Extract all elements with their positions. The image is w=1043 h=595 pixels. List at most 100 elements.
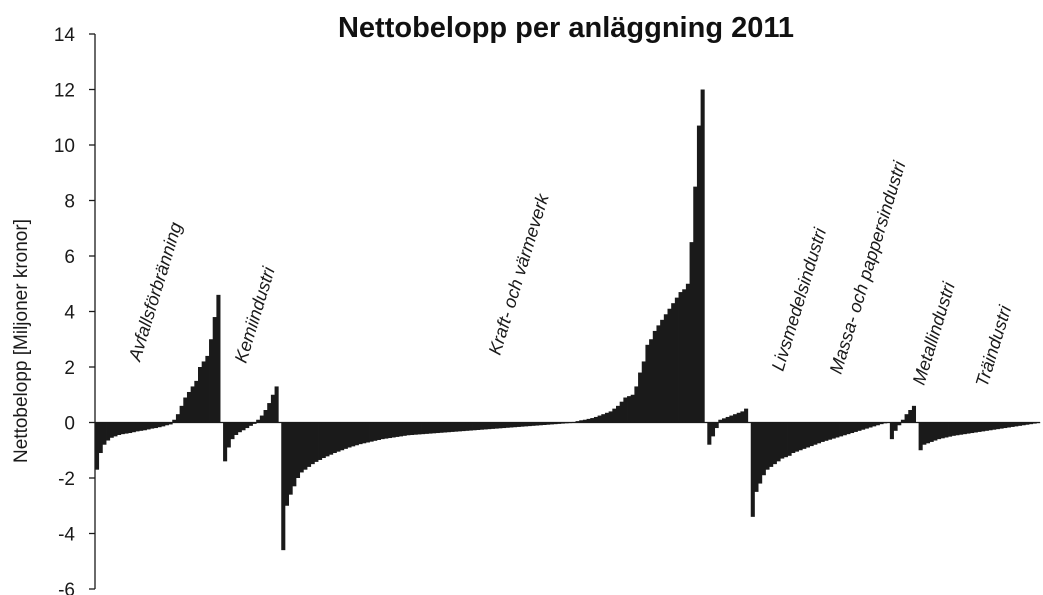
- bar: [472, 422, 477, 431]
- bar: [831, 422, 836, 439]
- group-label: Kemiindustri: [231, 264, 279, 366]
- bar: [175, 414, 181, 423]
- bar: [1028, 422, 1034, 425]
- bar: [263, 410, 268, 423]
- bar: [494, 422, 499, 429]
- bar: [117, 422, 122, 435]
- bar: [1003, 422, 1008, 429]
- bar: [270, 394, 275, 423]
- bar: [685, 283, 690, 423]
- bar: [281, 422, 286, 551]
- bar: [131, 422, 136, 433]
- bar: [373, 422, 378, 441]
- bar: [984, 422, 989, 431]
- bar: [575, 421, 580, 423]
- bar: [970, 422, 975, 434]
- bar: [461, 422, 466, 432]
- bar: [853, 422, 858, 432]
- bar: [201, 361, 206, 423]
- bar: [733, 414, 738, 423]
- bar: [630, 394, 635, 423]
- bar: [652, 330, 657, 423]
- bar: [483, 422, 488, 430]
- bar: [384, 422, 389, 439]
- bar: [183, 397, 188, 423]
- bar: [798, 422, 803, 451]
- bar: [889, 422, 894, 440]
- bar: [172, 419, 177, 423]
- bar: [325, 422, 330, 457]
- bar: [722, 418, 727, 423]
- bar: [794, 422, 799, 452]
- bar: [292, 422, 297, 487]
- bar: [992, 422, 997, 430]
- bar: [660, 319, 665, 423]
- bar: [904, 414, 909, 423]
- bar: [237, 422, 242, 433]
- bar: [198, 367, 203, 423]
- bar: [754, 422, 759, 492]
- bar: [718, 419, 723, 423]
- bar: [194, 380, 199, 423]
- bar: [168, 422, 173, 425]
- bar: [696, 125, 702, 423]
- bar: [663, 314, 668, 423]
- bar: [248, 422, 253, 426]
- bar: [645, 344, 650, 423]
- bar: [299, 422, 304, 473]
- bar: [457, 422, 462, 432]
- bar: [468, 422, 473, 431]
- bar: [406, 422, 411, 436]
- bar: [395, 422, 400, 437]
- group-label: Träindustri: [972, 302, 1016, 389]
- bar: [516, 422, 521, 427]
- bar: [153, 422, 158, 429]
- bar: [579, 420, 584, 423]
- bar: [98, 422, 103, 454]
- y-tick-label: 8: [64, 192, 75, 213]
- bar: [535, 422, 540, 426]
- bar: [186, 391, 192, 423]
- bar: [933, 422, 938, 441]
- y-tick-label: 2: [64, 358, 75, 379]
- bar: [234, 422, 239, 435]
- bar: [128, 422, 133, 434]
- bar: [824, 422, 829, 441]
- bar: [809, 422, 814, 447]
- bar: [505, 422, 510, 428]
- bar: [321, 422, 326, 459]
- bar: [354, 422, 359, 446]
- bar: [682, 289, 687, 423]
- bar: [710, 422, 716, 437]
- bar: [391, 422, 396, 438]
- bar: [900, 419, 905, 423]
- bar: [937, 422, 942, 440]
- group-label: Livsmedelsindustri: [768, 225, 831, 373]
- bar: [787, 422, 792, 456]
- group-label: Avfallsförbränning: [124, 220, 185, 364]
- bar: [307, 422, 312, 467]
- bar: [940, 422, 945, 439]
- bar: [336, 422, 341, 452]
- bar: [303, 422, 308, 470]
- bar: [758, 422, 763, 484]
- bar: [513, 422, 518, 428]
- bar: [223, 422, 228, 462]
- bar: [284, 422, 290, 506]
- bar: [157, 422, 162, 428]
- bar: [102, 422, 107, 445]
- bar: [146, 422, 151, 430]
- bar: [365, 422, 370, 443]
- bar: [417, 422, 422, 435]
- bar: [740, 411, 745, 423]
- bar: [380, 422, 385, 440]
- bar: [402, 422, 407, 436]
- bar: [109, 422, 114, 438]
- bar: [861, 422, 866, 430]
- bar: [295, 422, 301, 478]
- bar: [966, 422, 971, 434]
- bar: [671, 303, 676, 423]
- bar: [428, 422, 433, 434]
- bar: [765, 422, 770, 470]
